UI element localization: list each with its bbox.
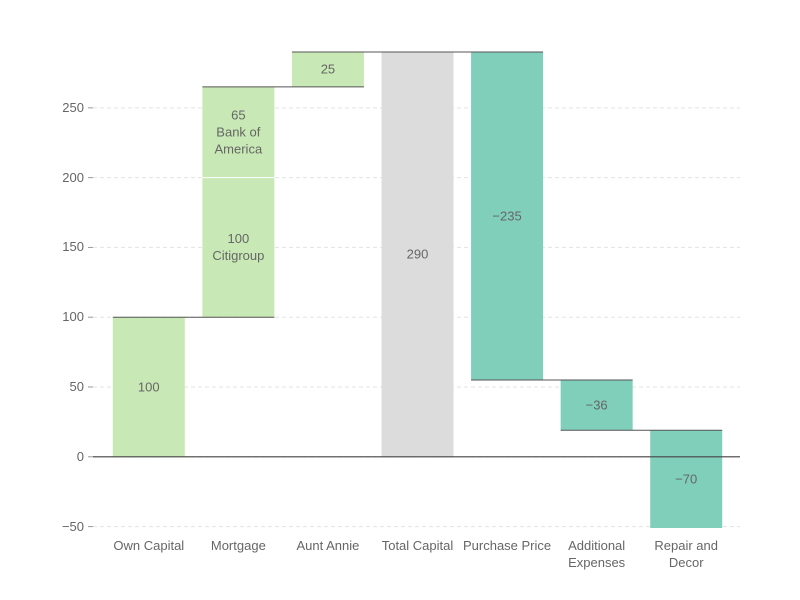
data-label-value: 65: [231, 107, 246, 123]
x-tick-label: Repair and Decor: [654, 538, 718, 570]
x-tick-label: Mortgage: [210, 538, 266, 553]
y-tick-label: 100: [62, 309, 84, 325]
data-label-value: 290: [406, 246, 429, 262]
data-label-value: 25: [320, 61, 336, 77]
x-tick-label: Aunt Annie: [296, 538, 360, 553]
x-tick-label: Additional Expenses: [568, 538, 626, 570]
data-label: 100 Citigroup: [203, 230, 273, 264]
data-label-name: Citigroup: [212, 248, 265, 264]
x-tick-label: Own Capital: [113, 538, 185, 553]
data-label-value: −235: [492, 208, 522, 224]
bar-segment: [202, 177, 275, 318]
bar-segment: [202, 86, 275, 178]
y-tick-label: −50: [61, 518, 84, 534]
y-tick-label: 150: [62, 239, 84, 255]
data-label: 25: [293, 61, 363, 78]
data-label-value: −36: [585, 397, 608, 413]
y-tick-label: 0: [76, 448, 84, 464]
bar-segment: [291, 52, 364, 87]
data-label-value: 100: [137, 379, 160, 395]
bar-segment: [650, 430, 723, 528]
y-tick-label: 200: [62, 169, 84, 185]
bar-segment: [471, 52, 544, 381]
data-label-value: 100: [227, 231, 250, 247]
x-tick-label: Purchase Price: [462, 538, 552, 553]
data-label: −235: [472, 208, 542, 225]
bar-segment: [560, 380, 633, 431]
data-label-value: −70: [675, 471, 698, 487]
data-label: 65 Bank of America: [203, 107, 273, 158]
bar-segment: [381, 52, 454, 457]
data-label: −36: [562, 397, 632, 414]
y-tick-label: 50: [69, 379, 84, 394]
data-label: 100: [114, 379, 184, 396]
x-tick-label: Total Capital: [381, 538, 454, 553]
data-label: −70: [651, 471, 721, 488]
bar-segment: [112, 317, 185, 457]
data-label-name: Bank of America: [214, 124, 263, 157]
y-tick-label: 250: [62, 99, 84, 115]
data-label: 290: [383, 246, 453, 263]
